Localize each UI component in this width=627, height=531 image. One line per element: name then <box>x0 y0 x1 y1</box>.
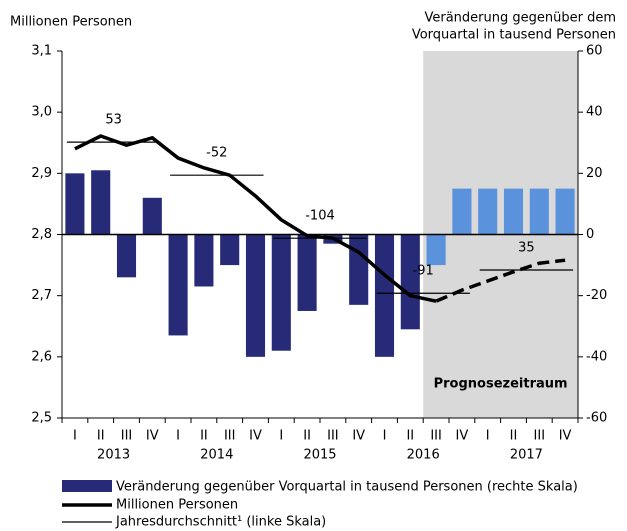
y2-tick-label: 60 <box>586 44 603 59</box>
bar <box>349 234 369 305</box>
line <box>435 258 566 303</box>
x-tick-label: III <box>224 429 236 444</box>
y2-tick-label: -60 <box>586 411 607 426</box>
bar <box>400 234 420 330</box>
year-label: 2017 <box>510 448 543 463</box>
bar <box>168 234 188 336</box>
x-tick-label: I <box>73 429 77 444</box>
y-axis-title: Millionen Personen <box>10 15 132 30</box>
x-tick-label: IV <box>146 429 159 444</box>
y-tick-label: 2,8 <box>31 227 52 242</box>
x-tick-label: I <box>279 429 283 444</box>
legend-label: Jahresdurchschnitt¹ (linke Skala) <box>115 515 326 530</box>
year-label: 2013 <box>97 448 130 463</box>
bar <box>142 197 162 235</box>
x-tick-label: III <box>430 429 442 444</box>
bar <box>297 234 317 311</box>
x-tick-label: III <box>534 429 546 444</box>
bar <box>529 188 549 235</box>
bar <box>220 234 240 266</box>
line <box>74 134 437 303</box>
x-tick-label: IV <box>559 429 572 444</box>
y2-tick-label: 40 <box>586 105 603 120</box>
x-tick-label: II <box>200 429 208 444</box>
x-tick-label: I <box>486 429 490 444</box>
annual-label: -91 <box>413 264 434 279</box>
y2-tick-label: -20 <box>586 288 607 303</box>
x-tick-label: II <box>510 429 518 444</box>
y-tick-label: 2,6 <box>31 349 52 364</box>
bar <box>91 170 111 235</box>
x-tick-label: III <box>327 429 339 444</box>
legend-label: Veränderung gegenüber Vorquartal in taus… <box>116 480 578 495</box>
legend-swatch <box>62 480 112 492</box>
y-tick-label: 3,1 <box>31 44 52 59</box>
bar <box>478 188 498 235</box>
bar <box>65 173 85 235</box>
bar <box>555 188 575 235</box>
annual-label: -52 <box>206 146 227 161</box>
y-tick-label: 2,9 <box>31 166 52 181</box>
y2-axis-title: Vorquartal in tausend Personen <box>412 28 616 43</box>
year-label: 2014 <box>200 448 233 463</box>
x-tick-label: II <box>303 429 311 444</box>
bar <box>194 234 214 287</box>
y2-tick-label: 0 <box>586 227 594 242</box>
annual-label: -104 <box>305 209 335 224</box>
annual-label: 53 <box>105 113 122 128</box>
annual-label: 35 <box>518 240 535 255</box>
bar <box>374 234 395 357</box>
forecast-label: Prognosezeitraum <box>434 377 568 392</box>
x-tick-label: IV <box>352 429 365 444</box>
x-tick-label: II <box>406 429 414 444</box>
x-tick-label: I <box>383 429 387 444</box>
x-tick-label: IV <box>456 429 469 444</box>
x-tick-label: IV <box>249 429 262 444</box>
bar <box>116 234 137 278</box>
bar <box>271 234 291 351</box>
legend-label: Millionen Personen <box>116 498 238 513</box>
y2-tick-label: -40 <box>586 349 607 364</box>
year-label: 2016 <box>407 448 440 463</box>
bar <box>426 234 446 266</box>
y-tick-label: 3,0 <box>31 105 52 120</box>
bar <box>503 188 524 235</box>
x-tick-label: III <box>121 429 133 444</box>
bar <box>245 234 266 357</box>
y-tick-label: 2,5 <box>31 411 52 426</box>
x-tick-label: I <box>176 429 180 444</box>
y2-tick-label: 20 <box>586 166 603 181</box>
y2-axis-title: Veränderung gegenüber dem <box>424 11 616 26</box>
year-label: 2015 <box>303 448 336 463</box>
bar <box>452 188 472 235</box>
x-tick-label: II <box>97 429 105 444</box>
y-tick-label: 2,7 <box>31 288 52 303</box>
